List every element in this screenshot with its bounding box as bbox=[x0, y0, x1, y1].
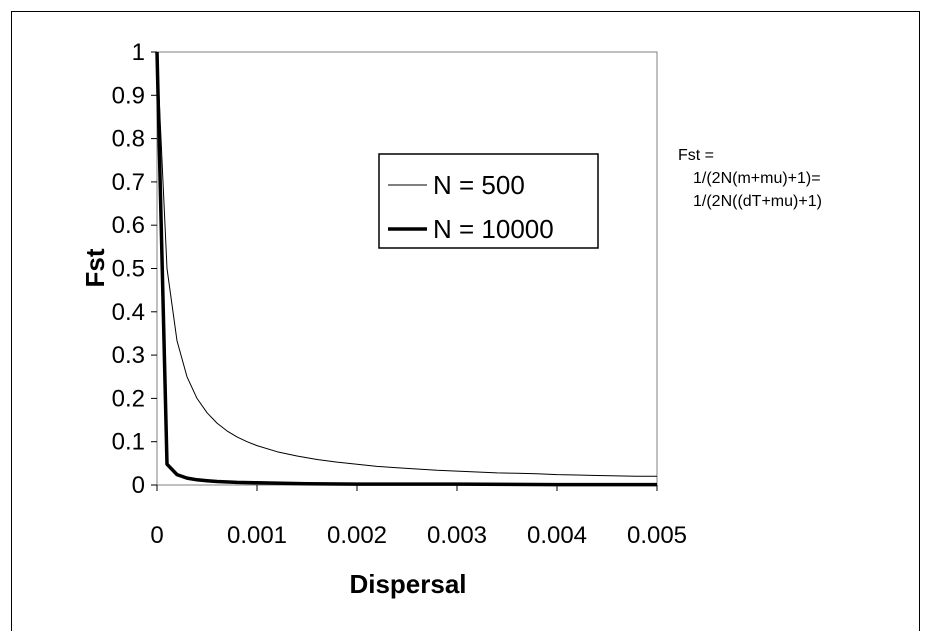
y-tick-label: 0.6 bbox=[112, 212, 145, 239]
legend-label-n500: N = 500 bbox=[433, 170, 525, 200]
y-tick-label: 0.8 bbox=[112, 126, 145, 153]
series-layer bbox=[155, 51, 657, 487]
y-tick-label: 0.4 bbox=[112, 299, 145, 326]
formula-line-1: Fst = bbox=[678, 147, 714, 164]
y-tick-label: 0.3 bbox=[112, 342, 145, 369]
x-tick-label: 0.003 bbox=[427, 522, 487, 549]
x-tick-label: 0.004 bbox=[527, 522, 587, 549]
plot-area bbox=[156, 51, 658, 486]
x-tick-label: 0.001 bbox=[227, 522, 287, 549]
x-tick-label: 0.005 bbox=[627, 522, 687, 549]
y-tick-label: 0 bbox=[132, 472, 145, 499]
legend: N = 500 N = 10000 bbox=[378, 153, 599, 249]
chart-frame bbox=[11, 11, 920, 631]
formula-line-2: 1/(2N(m+mu)+1)= bbox=[693, 170, 821, 187]
y-axis-title: Fst bbox=[80, 248, 110, 287]
x-tick-label: 0.002 bbox=[327, 522, 387, 549]
legend-box bbox=[378, 153, 599, 249]
y-tick-label: 0.2 bbox=[112, 385, 145, 412]
y-tick-label: 0.5 bbox=[112, 256, 145, 283]
x-axis-title: Dispersal bbox=[349, 569, 466, 599]
y-axis-ticks: 0 0.1 0.2 0.3 0.4 0.5 0.6 0.7 0.8 0.9 1 bbox=[112, 39, 157, 499]
y-tick-label: 1 bbox=[132, 39, 145, 66]
y-tick-label: 0.1 bbox=[112, 429, 145, 456]
y-tick-label: 0.9 bbox=[112, 82, 145, 109]
series-n10000-line bbox=[155, 51, 657, 487]
formula-annotation: Fst = 1/(2N(m+mu)+1)= 1/(2N((dT+mu)+1) bbox=[678, 147, 822, 210]
x-axis-ticks: 0 0.001 0.002 0.003 0.004 0.005 bbox=[150, 485, 687, 549]
y-tick-label: 0.7 bbox=[112, 169, 145, 196]
legend-label-n10000: N = 10000 bbox=[433, 214, 554, 244]
formula-line-3: 1/(2N((dT+mu)+1) bbox=[693, 193, 822, 210]
series-n500-line bbox=[156, 51, 657, 477]
x-tick-label: 0 bbox=[150, 522, 163, 549]
